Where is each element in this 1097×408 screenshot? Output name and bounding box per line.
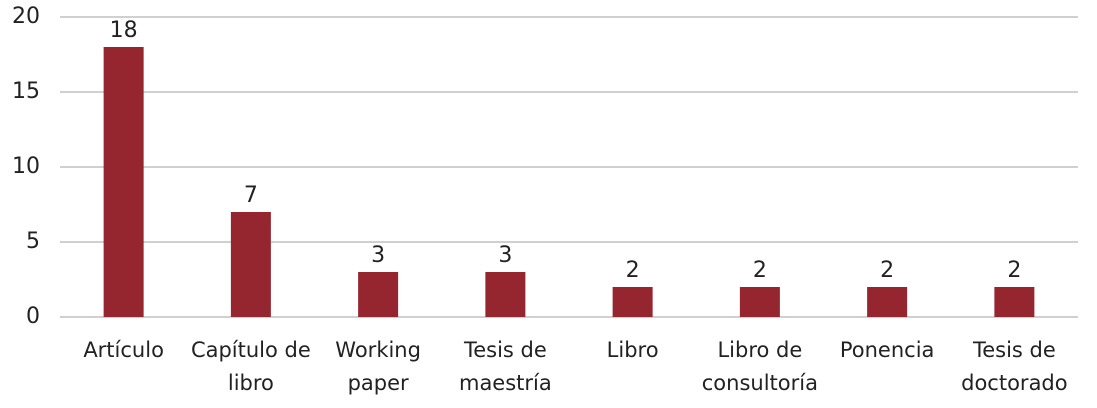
bar (612, 287, 653, 317)
data-label: 2 (753, 258, 767, 283)
x-tick-label: Tesis de doctorado (961, 338, 1068, 395)
x-tick-label: Libro de consultoría (701, 338, 818, 395)
bar (358, 272, 399, 317)
bar (485, 272, 526, 317)
y-tick-label: 15 (12, 79, 40, 104)
bar (230, 212, 271, 317)
x-tick-label: Tesis de maestría (458, 338, 552, 395)
bar (994, 287, 1035, 317)
data-label: 3 (498, 243, 512, 268)
y-tick-label: 10 (12, 154, 40, 179)
data-label: 7 (244, 183, 258, 208)
data-label: 18 (110, 18, 138, 43)
data-label: 2 (880, 258, 894, 283)
x-tick-label: Working paper (335, 338, 421, 395)
data-label: 3 (371, 243, 385, 268)
bar (867, 287, 908, 317)
x-tick-label: Capítulo de libro (190, 338, 311, 395)
y-tick-label: 5 (26, 229, 40, 254)
data-label: 2 (1007, 258, 1021, 283)
y-tick-label: 0 (26, 304, 40, 329)
bar (739, 287, 780, 317)
y-tick-label: 20 (12, 4, 40, 29)
x-tick-label: Libro (606, 338, 659, 362)
x-tick-label: Ponencia (839, 338, 935, 362)
data-label: 2 (626, 258, 640, 283)
x-tick-label: Artículo (83, 338, 164, 362)
bar (103, 47, 144, 317)
